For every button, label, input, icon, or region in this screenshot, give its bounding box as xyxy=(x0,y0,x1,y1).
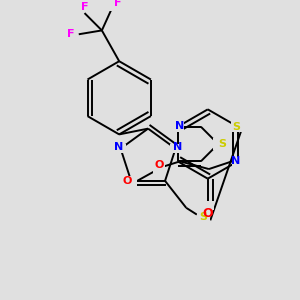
Bar xyxy=(231,121,244,133)
Bar xyxy=(170,144,181,153)
Text: S: S xyxy=(200,212,208,223)
Bar xyxy=(232,157,244,166)
Text: O: O xyxy=(123,176,132,186)
Text: O: O xyxy=(202,207,213,220)
Bar xyxy=(213,138,227,150)
Text: F: F xyxy=(113,0,121,8)
Text: N: N xyxy=(175,121,184,131)
Text: O: O xyxy=(154,160,164,170)
Text: N: N xyxy=(114,142,123,152)
Bar xyxy=(172,122,184,131)
Bar xyxy=(115,144,126,153)
Text: S: S xyxy=(232,122,240,132)
Bar xyxy=(125,176,137,186)
Bar xyxy=(153,164,165,174)
Bar xyxy=(197,212,210,223)
Text: F: F xyxy=(81,2,88,12)
Text: N: N xyxy=(231,156,241,167)
Bar xyxy=(202,201,214,211)
Text: F: F xyxy=(67,29,75,39)
Text: N: N xyxy=(173,142,182,152)
Text: S: S xyxy=(218,139,226,149)
